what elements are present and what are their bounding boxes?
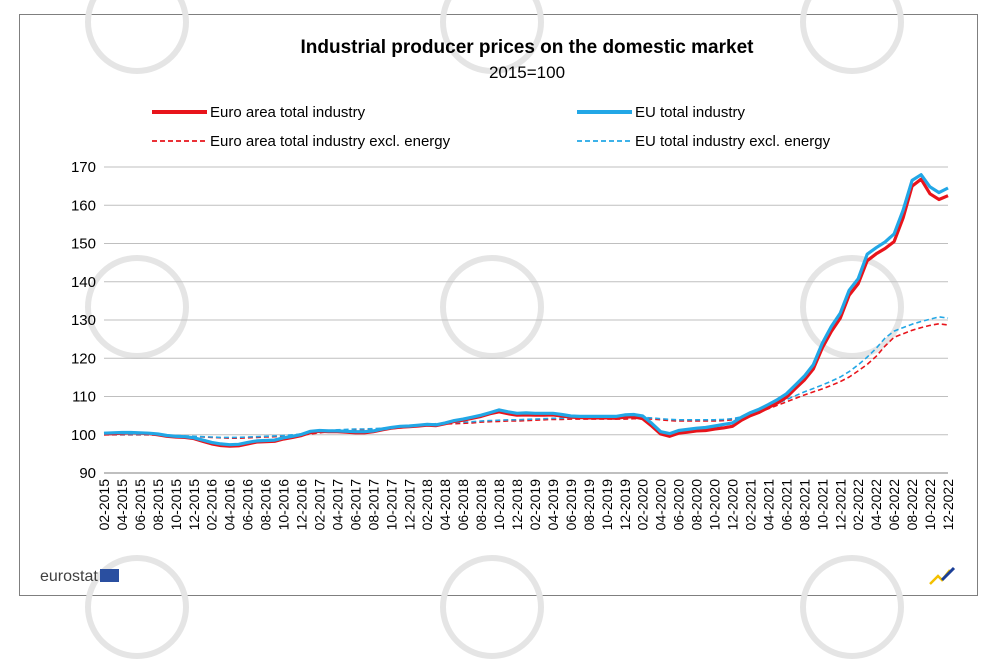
x-tick-label: 08-2020 xyxy=(689,479,705,531)
x-tick-label: 10-2018 xyxy=(491,479,507,531)
x-tick-label: 06-2021 xyxy=(778,479,794,531)
x-tick-label: 06-2015 xyxy=(132,479,148,531)
x-tick-label: 04-2019 xyxy=(545,479,561,531)
series-line-3 xyxy=(104,316,949,439)
x-tick-label: 08-2021 xyxy=(796,479,812,531)
x-tick-label: 12-2016 xyxy=(294,479,310,531)
x-tick-label: 06-2022 xyxy=(886,479,902,531)
y-tick-label: 130 xyxy=(71,312,96,329)
x-tick-label: 12-2017 xyxy=(401,479,417,531)
watermark-seal xyxy=(440,255,544,359)
x-tick-label: 08-2022 xyxy=(904,479,920,531)
y-tick-label: 170 xyxy=(71,159,96,176)
y-tick-label: 90 xyxy=(79,465,96,482)
watermark-seal xyxy=(800,255,904,359)
gridlines xyxy=(104,166,948,474)
x-tick-label: 12-2015 xyxy=(186,479,202,531)
series-line-0 xyxy=(103,177,949,448)
x-tick-label: 10-2020 xyxy=(707,479,723,531)
y-tick-label: 160 xyxy=(71,197,96,214)
x-tick-label: 06-2019 xyxy=(563,479,579,531)
x-tick-label: 12-2022 xyxy=(940,479,956,531)
pencil-icon xyxy=(929,566,956,585)
x-tick-label: 10-2017 xyxy=(383,479,399,531)
legend-label: EU total industry xyxy=(635,104,746,121)
x-tick-label: 12-2021 xyxy=(832,479,848,531)
x-tick-label: 12-2019 xyxy=(617,479,633,531)
legend-label: Euro area total industry xyxy=(210,104,366,121)
x-tick-label: 10-2016 xyxy=(276,479,292,531)
x-tick-label: 10-2022 xyxy=(922,479,938,531)
watermark-seal xyxy=(85,0,189,74)
y-tick-label: 120 xyxy=(71,350,96,367)
x-tick-label: 10-2021 xyxy=(814,479,830,531)
x-axis: 02-2015 04-2015 06-2015 08-2015 10-2015 12-20… xyxy=(96,479,956,531)
x-tick-label: 02-2016 xyxy=(204,479,220,531)
x-tick-label: 02-2015 xyxy=(96,479,112,531)
y-tick-label: 100 xyxy=(71,427,96,444)
x-tick-label: 06-2016 xyxy=(240,479,256,531)
x-tick-label: 04-2020 xyxy=(653,479,669,531)
x-tick-label: 04-2017 xyxy=(329,479,345,531)
legend-label: Euro area total industry excl. energy xyxy=(210,133,451,150)
x-tick-label: 04-2016 xyxy=(222,479,238,531)
x-tick-label: 04-2021 xyxy=(760,479,776,531)
x-tick-label: 08-2017 xyxy=(365,479,381,531)
y-tick-label: 150 xyxy=(71,236,96,253)
x-tick-label: 02-2018 xyxy=(419,479,435,531)
x-tick-label: 10-2015 xyxy=(168,479,184,531)
legend-label: EU total industry excl. energy xyxy=(635,133,831,150)
y-axis: 90 100 110 120 130 140 150 160 170 xyxy=(71,159,96,482)
plot-area xyxy=(103,173,949,448)
y-tick-label: 110 xyxy=(72,389,96,406)
x-tick-label: 08-2019 xyxy=(581,479,597,531)
series-line-1 xyxy=(103,173,949,447)
legend: Euro area total industry EU total industr… xyxy=(152,104,831,150)
x-tick-label: 04-2015 xyxy=(114,479,130,531)
watermark-seal xyxy=(85,255,189,359)
x-tick-label: 08-2016 xyxy=(258,479,274,531)
x-tick-label: 02-2021 xyxy=(742,479,758,531)
x-tick-label: 04-2018 xyxy=(437,479,453,531)
x-tick-label: 12-2018 xyxy=(509,479,525,531)
x-tick-label: 06-2018 xyxy=(455,479,471,531)
x-tick-label: 06-2017 xyxy=(347,479,363,531)
x-tick-label: 02-2022 xyxy=(850,479,866,531)
chart-title: Industrial producer prices on the domest… xyxy=(301,37,755,58)
chart-subtitle: 2015=100 xyxy=(489,63,565,82)
x-tick-label: 02-2019 xyxy=(527,479,543,531)
y-tick-label: 140 xyxy=(71,274,96,291)
logo-text: eurostat xyxy=(40,568,98,585)
watermark-seal xyxy=(440,0,544,74)
watermark-seal xyxy=(800,0,904,74)
eu-flag-icon xyxy=(99,569,119,582)
x-tick-label: 08-2015 xyxy=(150,479,166,531)
x-tick-label: 02-2017 xyxy=(311,479,327,531)
x-tick-label: 08-2018 xyxy=(473,479,489,531)
x-tick-label: 02-2020 xyxy=(635,479,651,531)
x-tick-label: 04-2022 xyxy=(868,479,884,531)
x-tick-label: 10-2019 xyxy=(599,479,615,531)
line-chart: Industrial producer prices on the domest… xyxy=(71,37,956,531)
x-tick-label: 06-2020 xyxy=(671,479,687,531)
series-line-2 xyxy=(104,322,949,440)
eurostat-logo: eurostat xyxy=(40,568,119,586)
x-tick-label: 12-2020 xyxy=(725,479,741,531)
